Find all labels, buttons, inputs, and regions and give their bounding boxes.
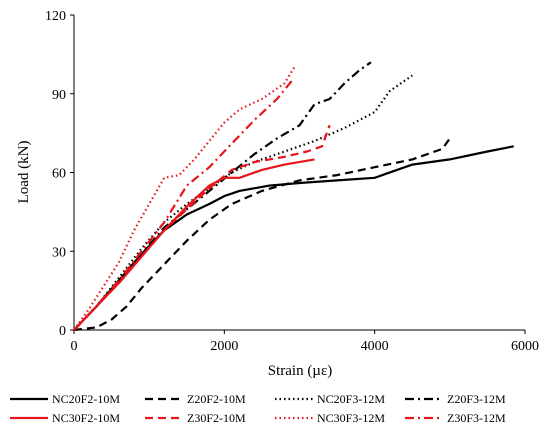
- legend-label: NC30F3-12M: [317, 411, 385, 425]
- x-axis-ticks: 0 2000 4000 6000: [71, 330, 539, 354]
- y-axis-label: Load (kN): [16, 141, 32, 204]
- plot-area: 0 2000 4000 6000 0 30 60 90 120: [45, 9, 539, 354]
- series-line-nc20f3-12m: [73, 74, 413, 331]
- series-line-nc30f3-12m: [73, 64, 297, 331]
- y-tick-label: 120: [45, 9, 66, 24]
- legend-label: Z30F2-10M: [187, 411, 246, 425]
- legend-label: Z20F2-10M: [187, 392, 246, 406]
- legend-label: NC20F2-10M: [52, 392, 120, 406]
- legend-label: Z30F3-12M: [447, 411, 506, 425]
- y-tick-label: 60: [52, 167, 66, 182]
- series-line-z30f3-12m: [73, 79, 293, 331]
- legend-label: Z20F3-12M: [447, 392, 506, 406]
- x-axis-label: Strain (µε): [268, 363, 333, 379]
- legend-label: NC20F3-12M: [317, 392, 385, 406]
- series-line-z20f2-10m: [73, 137, 451, 332]
- series-lines: [73, 61, 514, 332]
- y-tick-label: 90: [52, 88, 66, 103]
- series-line-nc20f2-10m: [73, 145, 514, 331]
- x-tick-label: 6000: [511, 339, 539, 354]
- y-axis-ticks: 0 30 60 90 120: [45, 9, 74, 339]
- x-tick-label: 2000: [210, 339, 238, 354]
- y-tick-label: 0: [59, 324, 66, 339]
- y-tick-label: 30: [52, 245, 66, 260]
- x-tick-label: 0: [71, 339, 78, 354]
- legend-label: NC30F2-10M: [52, 411, 120, 425]
- series-line-z30f2-10m: [73, 124, 331, 331]
- legend: NC20F2-10M Z20F2-10M NC20F3-12M Z20F3-12M NC…: [10, 392, 506, 425]
- x-tick-label: 4000: [361, 339, 389, 354]
